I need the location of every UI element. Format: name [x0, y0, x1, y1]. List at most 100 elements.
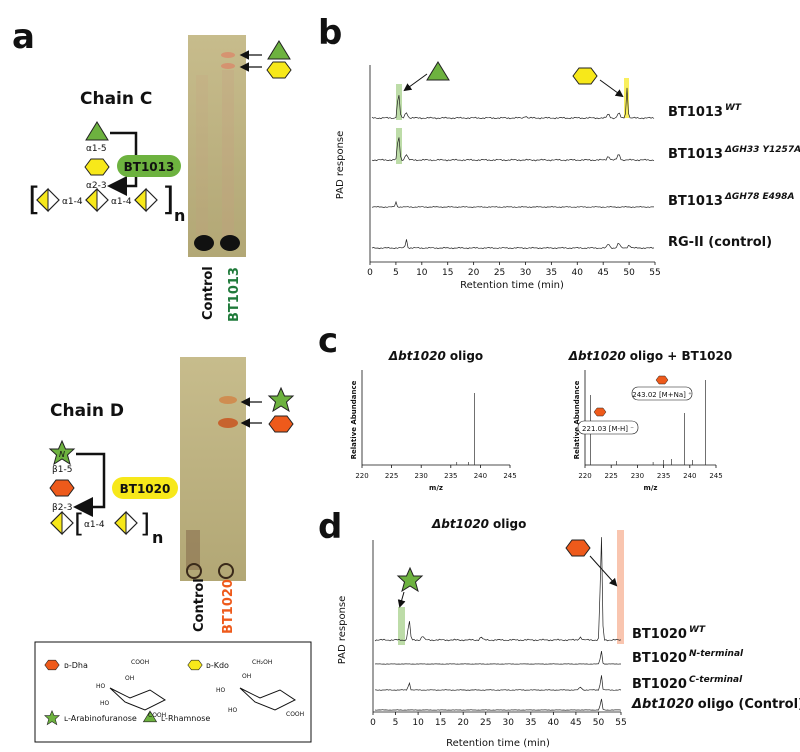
x-tick-label: 10 [416, 268, 428, 278]
x-tick-label: 55 [649, 268, 660, 278]
trace-label-sup: WT [725, 103, 742, 113]
linkage: α1-4 [111, 197, 132, 207]
trace [374, 675, 622, 691]
trace-label-name: RG-II (control) [668, 235, 772, 250]
trace-label-sup: C-terminal [689, 675, 743, 685]
annotation-box [577, 420, 639, 435]
x-tick-label: 5 [393, 268, 399, 278]
lane-label: Control [192, 578, 207, 632]
trace-label-name: BT1013 [668, 194, 723, 209]
x-axis-label: Retention time (min) [446, 738, 550, 749]
chem-group: HO [228, 707, 238, 714]
chem-group: OH [242, 673, 251, 680]
x-tick-label: 220 [355, 472, 368, 480]
x-tick-label: 25 [494, 268, 505, 278]
trace [374, 651, 621, 665]
x-tick-label: 0 [367, 268, 373, 278]
chem-group: CH₂OH [252, 659, 272, 666]
trace-label: BT1020 N-terminal [632, 649, 744, 666]
y-axis-label: Relative Abundance [350, 380, 358, 459]
x-tick-label: 15 [435, 718, 446, 728]
chem-group: COOH [131, 659, 149, 666]
trace-label-name: BT1020 [632, 627, 687, 642]
title-italic: Δbt1020 [388, 349, 446, 363]
trace-label-name: BT1020 [632, 677, 687, 692]
repeat: n [174, 206, 185, 225]
trace-label: Δbt1020 oligo (Control) [631, 697, 800, 712]
x-axis-label: Retention time (min) [460, 280, 564, 291]
x-tick-label: 245 [709, 472, 722, 480]
spectrum-title: Δbt1020 oligo + BT1020 [568, 349, 732, 363]
chem-group: HO [100, 700, 110, 707]
chem-group: COOH [286, 711, 304, 718]
legend-item: ᴅ-Kdo [206, 661, 229, 670]
x-tick-label: 45 [570, 718, 581, 728]
x-tick-label: 35 [546, 268, 557, 278]
linkage: α2-3 [86, 181, 107, 191]
x-tick-label: 40 [548, 718, 560, 728]
x-tick-label: 5 [393, 718, 399, 728]
linkage: α1-4 [62, 197, 83, 207]
chem-group: HO [216, 687, 226, 694]
trace [374, 698, 622, 711]
x-tick-label: 230 [631, 472, 644, 480]
star-letter: N [59, 450, 65, 459]
bracket: ] [140, 509, 150, 539]
trace [371, 239, 655, 250]
linkage: β1-5 [52, 465, 72, 475]
trace-label-sup: ΔGH78 E498A [724, 192, 794, 202]
title-rest: oligo + BT1020 [630, 349, 732, 363]
x-tick-label: 240 [474, 472, 487, 480]
chain-title: Chain C [80, 89, 152, 109]
y-axis-label: Relative Abundance [573, 380, 581, 459]
bracket: [ [28, 180, 40, 218]
trace-label-sup: ΔGH33 Y1257A [724, 145, 800, 155]
x-tick-label: 20 [468, 268, 480, 278]
x-tick-label: 25 [480, 718, 491, 728]
bracket: ] [162, 180, 174, 218]
trace-label: BT1020 C-terminal [632, 675, 743, 692]
trace-label-name: BT1013 [668, 147, 723, 162]
repeat: n [152, 528, 163, 547]
x-tick-label: 240 [683, 472, 696, 480]
annotation-box [631, 386, 693, 401]
x-tick-label: 30 [520, 268, 532, 278]
y-axis-label: PAD response [335, 131, 346, 200]
x-tick-label: 245 [503, 472, 516, 480]
x-tick-label: 35 [525, 718, 536, 728]
trace-label: RG-II (control) [668, 235, 772, 250]
title-italic: Δbt1020 [568, 349, 626, 363]
trace [374, 537, 622, 642]
x-tick-label: 50 [593, 718, 605, 728]
panel-label: d [318, 507, 342, 547]
x-axis-label: m/z [644, 484, 658, 492]
enzyme-label: BT1013 [124, 160, 175, 174]
tlc-plate-d [180, 357, 294, 581]
title-rest: oligo [450, 349, 483, 363]
glycan-c: α1-5 α2-3 BT1013 [ α1-4 α1-4 ] n [28, 121, 185, 225]
trace-label-italic: Δbt1020 [631, 697, 694, 712]
chain-title: Chain D [50, 401, 124, 421]
legend-item: ʟ-Rhamnose [161, 714, 210, 723]
x-tick-label: 15 [442, 268, 453, 278]
x-tick-label: 0 [370, 718, 376, 728]
trace-label-sup: N-terminal [689, 649, 744, 659]
x-tick-label: 10 [412, 718, 424, 728]
title-rest: oligo [493, 517, 526, 531]
x-tick-label: 220 [578, 472, 591, 480]
trace-label-sup: WT [689, 625, 706, 635]
panel-label: b [318, 13, 342, 53]
x-tick-label: 225 [605, 472, 618, 480]
glycan-d: N β1-5 β2-3 BT1020 [ α1-4 ] n [49, 440, 178, 547]
trace-label: BT1020 WT [632, 625, 706, 642]
trace-label-name: BT1020 [632, 651, 687, 666]
enzyme-label: BT1020 [120, 482, 171, 496]
x-tick-label: 30 [503, 718, 515, 728]
x-tick-label: 225 [385, 472, 398, 480]
linkage: β2-3 [52, 503, 72, 513]
panel-title: Δbt1020 oligo [431, 517, 526, 531]
lane-label: Control [201, 266, 216, 320]
y-axis-label: PAD response [337, 596, 348, 665]
x-tick-label: 55 [615, 718, 626, 728]
